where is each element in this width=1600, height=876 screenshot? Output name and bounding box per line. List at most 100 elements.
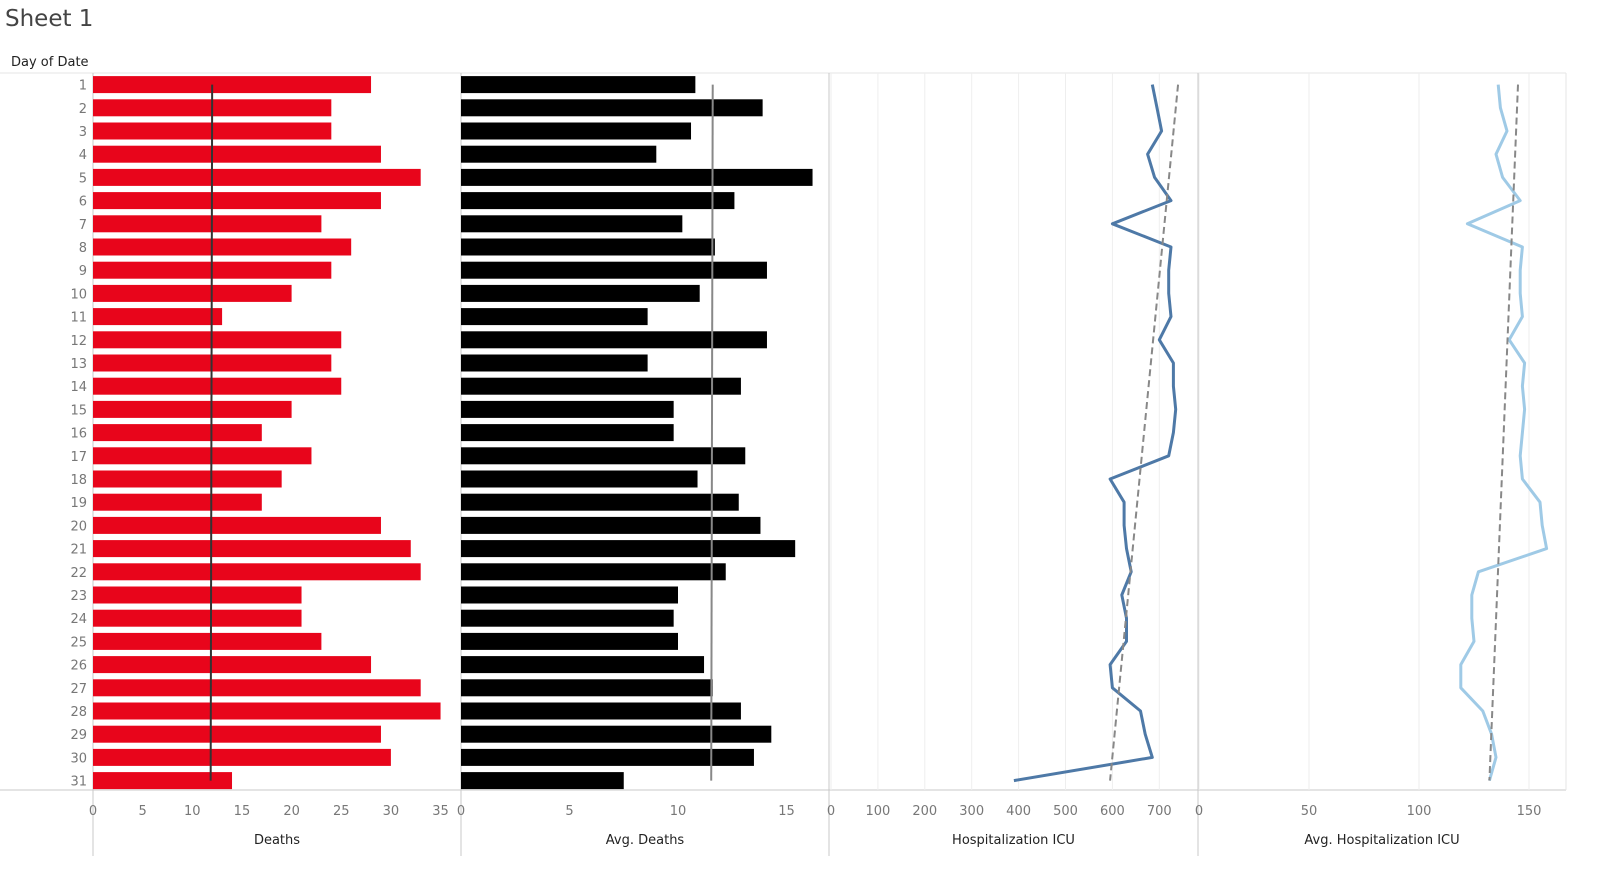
bar bbox=[461, 377, 741, 395]
bar bbox=[461, 215, 683, 233]
bar bbox=[461, 516, 761, 534]
x-tick-label: 5 bbox=[139, 804, 147, 819]
bar bbox=[461, 145, 657, 163]
bar bbox=[461, 424, 674, 442]
bar bbox=[93, 377, 342, 395]
x-tick-label: 35 bbox=[432, 804, 449, 819]
x-axis-title: Hospitalization ICU bbox=[952, 833, 1075, 848]
x-tick-label: 25 bbox=[333, 804, 350, 819]
bar bbox=[461, 238, 715, 256]
x-tick-label: 0 bbox=[827, 804, 835, 819]
bar bbox=[93, 308, 223, 326]
bar bbox=[93, 145, 381, 163]
x-tick-label: 0 bbox=[1195, 804, 1203, 819]
panel-deaths: 0 5 10 15 20 25 30 35 Deaths bbox=[89, 76, 449, 848]
bar bbox=[93, 331, 342, 349]
bar bbox=[93, 725, 381, 743]
bar bbox=[461, 354, 648, 372]
bar bbox=[93, 632, 322, 650]
row-label: 29 bbox=[70, 728, 87, 743]
x-axis-title: Avg. Hospitalization ICU bbox=[1304, 833, 1459, 848]
bar bbox=[461, 447, 746, 465]
row-label: 18 bbox=[70, 473, 87, 488]
bar bbox=[93, 400, 292, 418]
bar bbox=[461, 540, 796, 558]
row-label: 30 bbox=[70, 751, 87, 766]
bar bbox=[461, 725, 772, 743]
row-label: 8 bbox=[79, 241, 87, 256]
bar bbox=[461, 772, 624, 790]
row-label: 14 bbox=[70, 380, 87, 395]
bar bbox=[461, 563, 726, 581]
bar bbox=[93, 702, 441, 720]
x-tick-label: 15 bbox=[234, 804, 251, 819]
x-tick-label: 5 bbox=[565, 804, 573, 819]
x-axis-title: Avg. Deaths bbox=[606, 833, 685, 848]
bar bbox=[93, 284, 292, 302]
row-label: 25 bbox=[70, 635, 87, 650]
reference-line bbox=[209, 84, 214, 781]
x-tick-label: 0 bbox=[457, 804, 465, 819]
row-header-day-of-date: Day of Date bbox=[11, 55, 89, 70]
bar bbox=[93, 748, 391, 766]
bar bbox=[93, 586, 302, 604]
bar bbox=[461, 168, 813, 186]
row-label: 16 bbox=[70, 427, 87, 442]
row-label: 28 bbox=[70, 705, 87, 720]
bar bbox=[93, 470, 282, 488]
bar bbox=[93, 447, 312, 465]
row-label: 19 bbox=[70, 496, 87, 511]
row-label: 3 bbox=[79, 125, 87, 140]
row-label: 7 bbox=[79, 218, 87, 233]
row-label: 15 bbox=[70, 403, 87, 418]
x-tick-label: 30 bbox=[383, 804, 400, 819]
row-label: 6 bbox=[79, 195, 87, 210]
row-label: 23 bbox=[70, 589, 87, 604]
panel-avg-deaths: 0 5 10 15 Avg. Deaths bbox=[457, 73, 813, 856]
row-label: 12 bbox=[70, 334, 87, 349]
bar bbox=[93, 679, 421, 697]
row-label: 31 bbox=[70, 775, 87, 790]
row-label: 13 bbox=[70, 357, 87, 372]
x-tick-label: 700 bbox=[1147, 804, 1172, 819]
series-line bbox=[1013, 84, 1178, 783]
trend-line bbox=[1109, 84, 1180, 781]
bar bbox=[93, 563, 421, 581]
bar bbox=[93, 76, 372, 94]
bar bbox=[461, 656, 705, 674]
row-label: 9 bbox=[79, 264, 87, 279]
bar bbox=[461, 679, 713, 697]
reference-line bbox=[710, 84, 714, 781]
trend-line bbox=[1488, 84, 1519, 781]
bar bbox=[93, 238, 352, 256]
bar bbox=[461, 122, 692, 140]
panel-avg-hospitalization-icu: 0 50 100 150 Avg. Hospitalization ICU bbox=[1195, 73, 1549, 856]
x-tick-label: 100 bbox=[1407, 804, 1432, 819]
sheet-title: Sheet 1 bbox=[5, 6, 94, 32]
bar bbox=[93, 424, 262, 442]
x-tick-label: 50 bbox=[1301, 804, 1318, 819]
bar bbox=[461, 586, 678, 604]
row-label: 4 bbox=[79, 148, 87, 163]
bar bbox=[93, 168, 421, 186]
bar bbox=[93, 215, 322, 233]
row-label: 26 bbox=[70, 659, 87, 674]
bar bbox=[461, 609, 674, 627]
x-tick-label: 15 bbox=[778, 804, 795, 819]
x-tick-label: 200 bbox=[912, 804, 937, 819]
x-tick-label: 20 bbox=[283, 804, 300, 819]
x-tick-label: 400 bbox=[1006, 804, 1031, 819]
bar bbox=[461, 284, 700, 302]
bar bbox=[93, 540, 411, 558]
x-tick-label: 500 bbox=[1053, 804, 1078, 819]
bar bbox=[461, 192, 735, 210]
bar bbox=[461, 99, 763, 117]
bar bbox=[93, 772, 233, 790]
row-label: 22 bbox=[70, 566, 87, 581]
row-label: 2 bbox=[79, 102, 87, 117]
x-axis-title: Deaths bbox=[254, 833, 300, 848]
bar bbox=[461, 308, 648, 326]
bar bbox=[93, 609, 302, 627]
x-tick-label: 10 bbox=[184, 804, 201, 819]
